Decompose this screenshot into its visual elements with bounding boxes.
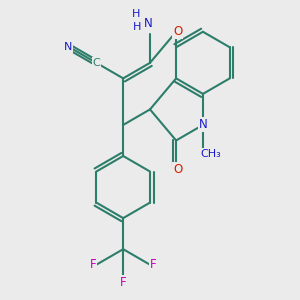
Text: N: N — [199, 118, 207, 131]
Text: CH₃: CH₃ — [200, 149, 221, 159]
Text: H: H — [132, 22, 141, 32]
Text: H: H — [132, 10, 140, 20]
Text: F: F — [120, 275, 127, 289]
Text: N: N — [64, 42, 72, 52]
Text: O: O — [173, 25, 182, 38]
Text: F: F — [89, 258, 96, 271]
Text: C: C — [92, 58, 100, 68]
Text: F: F — [150, 258, 157, 271]
Text: N: N — [144, 17, 153, 30]
Text: O: O — [173, 163, 182, 176]
